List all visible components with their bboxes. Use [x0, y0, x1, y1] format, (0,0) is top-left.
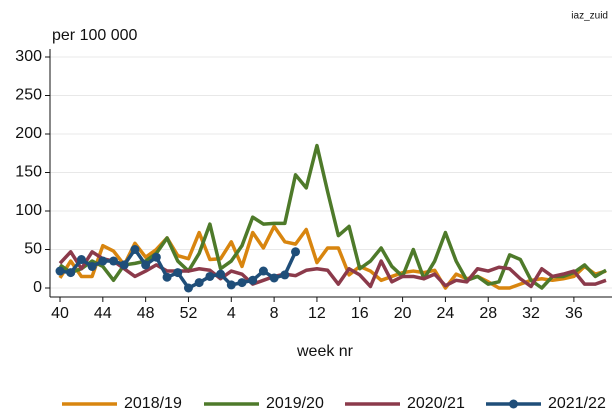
point-marker	[173, 268, 183, 278]
point-marker	[194, 278, 204, 288]
point-marker	[280, 270, 290, 280]
point-marker	[237, 278, 247, 288]
series-line	[58, 250, 607, 289]
legend-label: 2019/20	[266, 395, 324, 412]
legend-label: 2020/21	[407, 395, 465, 412]
series-line	[58, 224, 607, 290]
legend-label: 2018/19	[124, 395, 182, 412]
legend-marker	[509, 399, 518, 409]
point-marker	[98, 256, 108, 266]
point-marker	[162, 272, 172, 282]
x-tick-label: 4	[227, 305, 236, 322]
x-tick-label: 32	[522, 305, 540, 322]
y-tick-label: 200	[15, 125, 42, 142]
chart-note: iaz_zuid	[571, 11, 608, 22]
y-tick-label: 100	[15, 202, 42, 219]
point-marker	[205, 271, 215, 281]
point-marker	[248, 275, 258, 285]
point-marker	[119, 260, 129, 270]
y-tick-label: 250	[15, 87, 42, 104]
x-tick-label: 24	[437, 305, 455, 322]
x-tick-label: 44	[94, 305, 112, 322]
x-tick-label: 16	[351, 305, 369, 322]
point-marker	[226, 280, 236, 290]
point-marker	[269, 273, 279, 283]
x-tick-label: 36	[565, 305, 583, 322]
point-marker	[141, 260, 151, 270]
y-tick-label: 150	[15, 164, 42, 181]
x-tick-label: 28	[479, 305, 497, 322]
y-tick-label: 50	[24, 241, 42, 258]
x-tick-label: 20	[394, 305, 412, 322]
series-line	[58, 143, 607, 290]
y-axis-label: per 100 000	[52, 27, 138, 44]
x-tick-label: 8	[270, 305, 279, 322]
legend-label: 2021/22	[548, 395, 606, 412]
point-marker	[258, 266, 268, 276]
point-marker	[216, 269, 226, 279]
point-marker	[130, 245, 140, 254]
x-tick-label: 52	[180, 305, 198, 322]
x-tick-label: 48	[137, 305, 155, 322]
point-marker	[87, 261, 97, 271]
point-marker	[291, 247, 301, 257]
x-tick-label: 12	[308, 305, 326, 322]
x-tick-label: 40	[51, 305, 69, 322]
x-axis-label: week nr	[296, 343, 354, 360]
point-marker	[183, 283, 193, 293]
point-marker	[55, 266, 65, 276]
point-marker	[109, 256, 119, 266]
y-tick-label: 0	[33, 279, 42, 296]
point-marker	[151, 252, 161, 262]
y-tick-label: 300	[15, 48, 42, 65]
point-marker	[76, 255, 86, 265]
point-marker	[66, 268, 76, 278]
